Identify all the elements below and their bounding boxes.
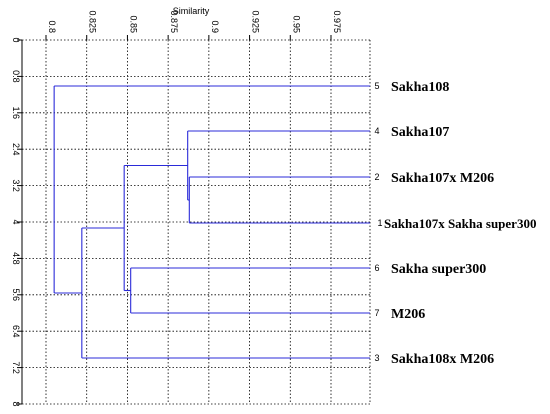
y-tick-label: 6.4 — [11, 325, 21, 338]
leaf-number: 3 — [374, 353, 379, 363]
y-tick-label: 3.2 — [11, 179, 21, 192]
y-tick-label: 2.4 — [11, 143, 21, 156]
leaf-label: Sakha108x M206 — [391, 352, 494, 367]
leaf-number: 2 — [374, 172, 379, 182]
x-tick-label: 0.825 — [88, 10, 98, 33]
y-tick-label: 5.6 — [11, 289, 21, 302]
y-tick-label: 0.8 — [11, 70, 21, 83]
leaf-number: 5 — [374, 81, 379, 91]
y-tick-label: 8 — [11, 401, 21, 406]
x-tick-label: 0.925 — [251, 10, 261, 33]
axes: 0 0.8 1.6 2.4 3.2 4 4.8 5.6 6.4 7.2 8 0.8 0.825 0.85 0… — [11, 10, 342, 406]
y-tick-label: 4 — [11, 219, 21, 224]
x-tick-label: 0.9 — [210, 20, 220, 33]
leaf-label: Sakha super300 — [391, 262, 486, 277]
leaf-number: 6 — [374, 263, 379, 273]
y-tick-label: 4.8 — [11, 252, 21, 265]
x-tick-label: 0.85 — [128, 15, 138, 33]
leaf-label: M206 — [391, 307, 425, 322]
leaf-number: 1 — [377, 218, 382, 228]
leaf-label: Sakha107x M206 — [391, 171, 494, 186]
x-axis-title: Similarity — [173, 6, 210, 16]
leaf-label: Sakha108 — [391, 80, 449, 95]
x-tick-label: 0.95 — [291, 15, 301, 33]
leaf-number: 4 — [374, 126, 379, 136]
leaf-label: Sakha107 — [391, 125, 449, 140]
y-tick-label: 7.2 — [11, 361, 21, 374]
y-tick-label: 1.6 — [11, 107, 21, 120]
x-tick-label: 0.875 — [169, 10, 179, 33]
dendrogram-links — [53, 85, 370, 359]
leaf-label: Sakha107x Sakha super300 — [384, 216, 536, 231]
y-tick-label: 0 — [11, 37, 21, 42]
grid-lines — [22, 39, 371, 405]
x-tick-label: 0.8 — [47, 20, 57, 33]
x-tick-label: 0.975 — [332, 10, 342, 33]
leaf-number: 7 — [374, 308, 379, 318]
